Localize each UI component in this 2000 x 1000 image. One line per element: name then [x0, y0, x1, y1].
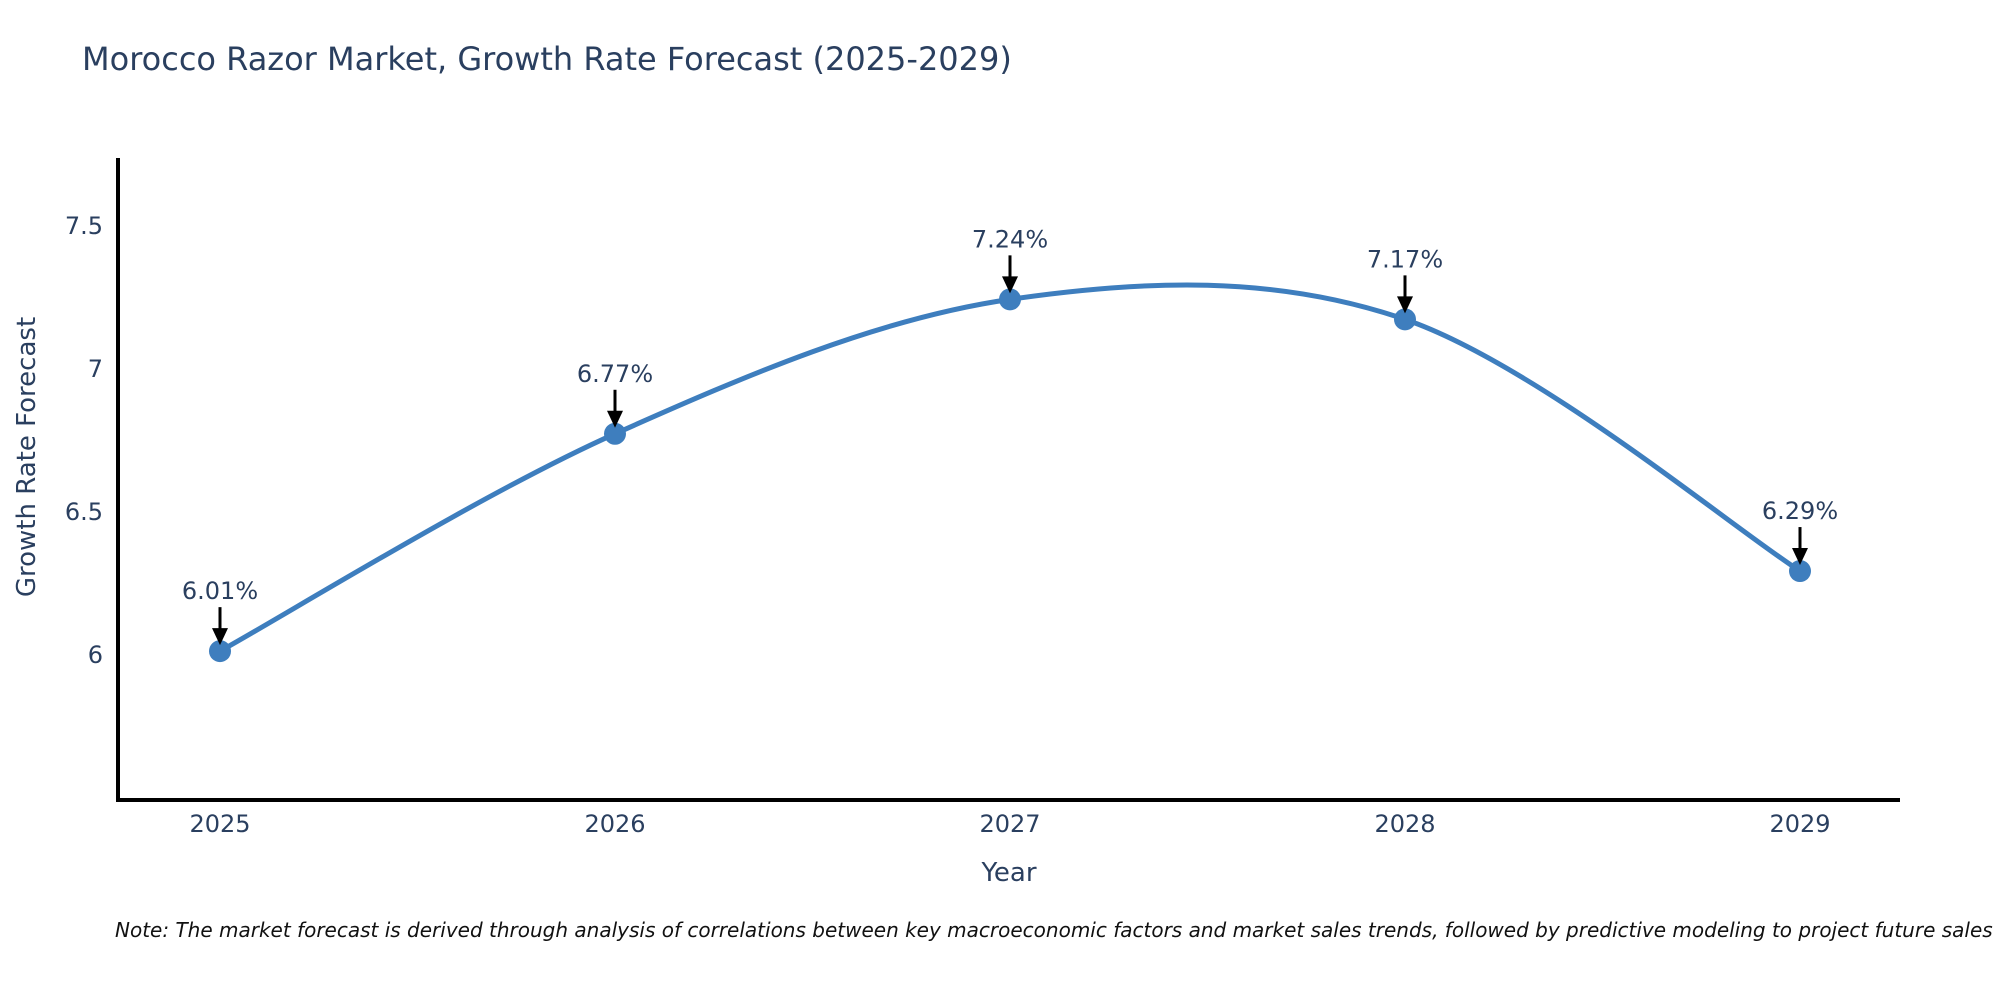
- x-tick-label: 2026: [584, 810, 645, 838]
- data-label: 6.29%: [1762, 497, 1838, 525]
- data-label: 7.24%: [972, 225, 1048, 253]
- annotation-arrow-head: [607, 410, 623, 428]
- axes-spines: [116, 158, 1900, 802]
- x-axis-ticks: 2025 2026 2027 2028 2029: [189, 810, 1830, 838]
- x-tick-label: 2025: [189, 810, 250, 838]
- chart-title: Morocco Razor Market, Growth Rate Foreca…: [82, 40, 1012, 78]
- y-tick-label: 6: [88, 641, 103, 669]
- data-label: 6.01%: [182, 577, 258, 605]
- y-tick-label: 7: [88, 355, 103, 383]
- annotation-arrow-head: [1002, 276, 1018, 294]
- x-tick-label: 2029: [1769, 810, 1830, 838]
- data-point-marker: [1394, 308, 1416, 331]
- point-annotations: 6.01% 6.77% 7.24% 7.17% 6.29%: [182, 225, 1838, 646]
- data-points: [209, 288, 1811, 663]
- annotation-arrow-head: [212, 628, 228, 646]
- annotation-arrow-head: [1792, 548, 1808, 566]
- data-point-marker: [604, 422, 626, 445]
- y-axis-title: Growth Rate Forecast: [12, 316, 42, 598]
- data-point-marker: [999, 288, 1021, 311]
- footnote-text: Note: The market forecast is derived thr…: [115, 918, 2000, 942]
- forecast-line: [217, 282, 1803, 654]
- data-label: 6.77%: [577, 360, 653, 388]
- x-tick-label: 2027: [979, 810, 1040, 838]
- line-series: [217, 282, 1803, 654]
- y-tick-label: 6.5: [65, 498, 103, 526]
- x-tick-label: 2028: [1374, 810, 1435, 838]
- data-label: 7.17%: [1367, 245, 1443, 273]
- annotation-arrow-head: [1397, 296, 1413, 314]
- data-point-marker: [209, 640, 231, 663]
- y-tick-label: 7.5: [65, 212, 103, 240]
- data-point-marker: [1789, 560, 1811, 583]
- y-axis-ticks: 6 6.5 7 7.5: [65, 212, 103, 669]
- x-axis-title: Year: [981, 858, 1037, 888]
